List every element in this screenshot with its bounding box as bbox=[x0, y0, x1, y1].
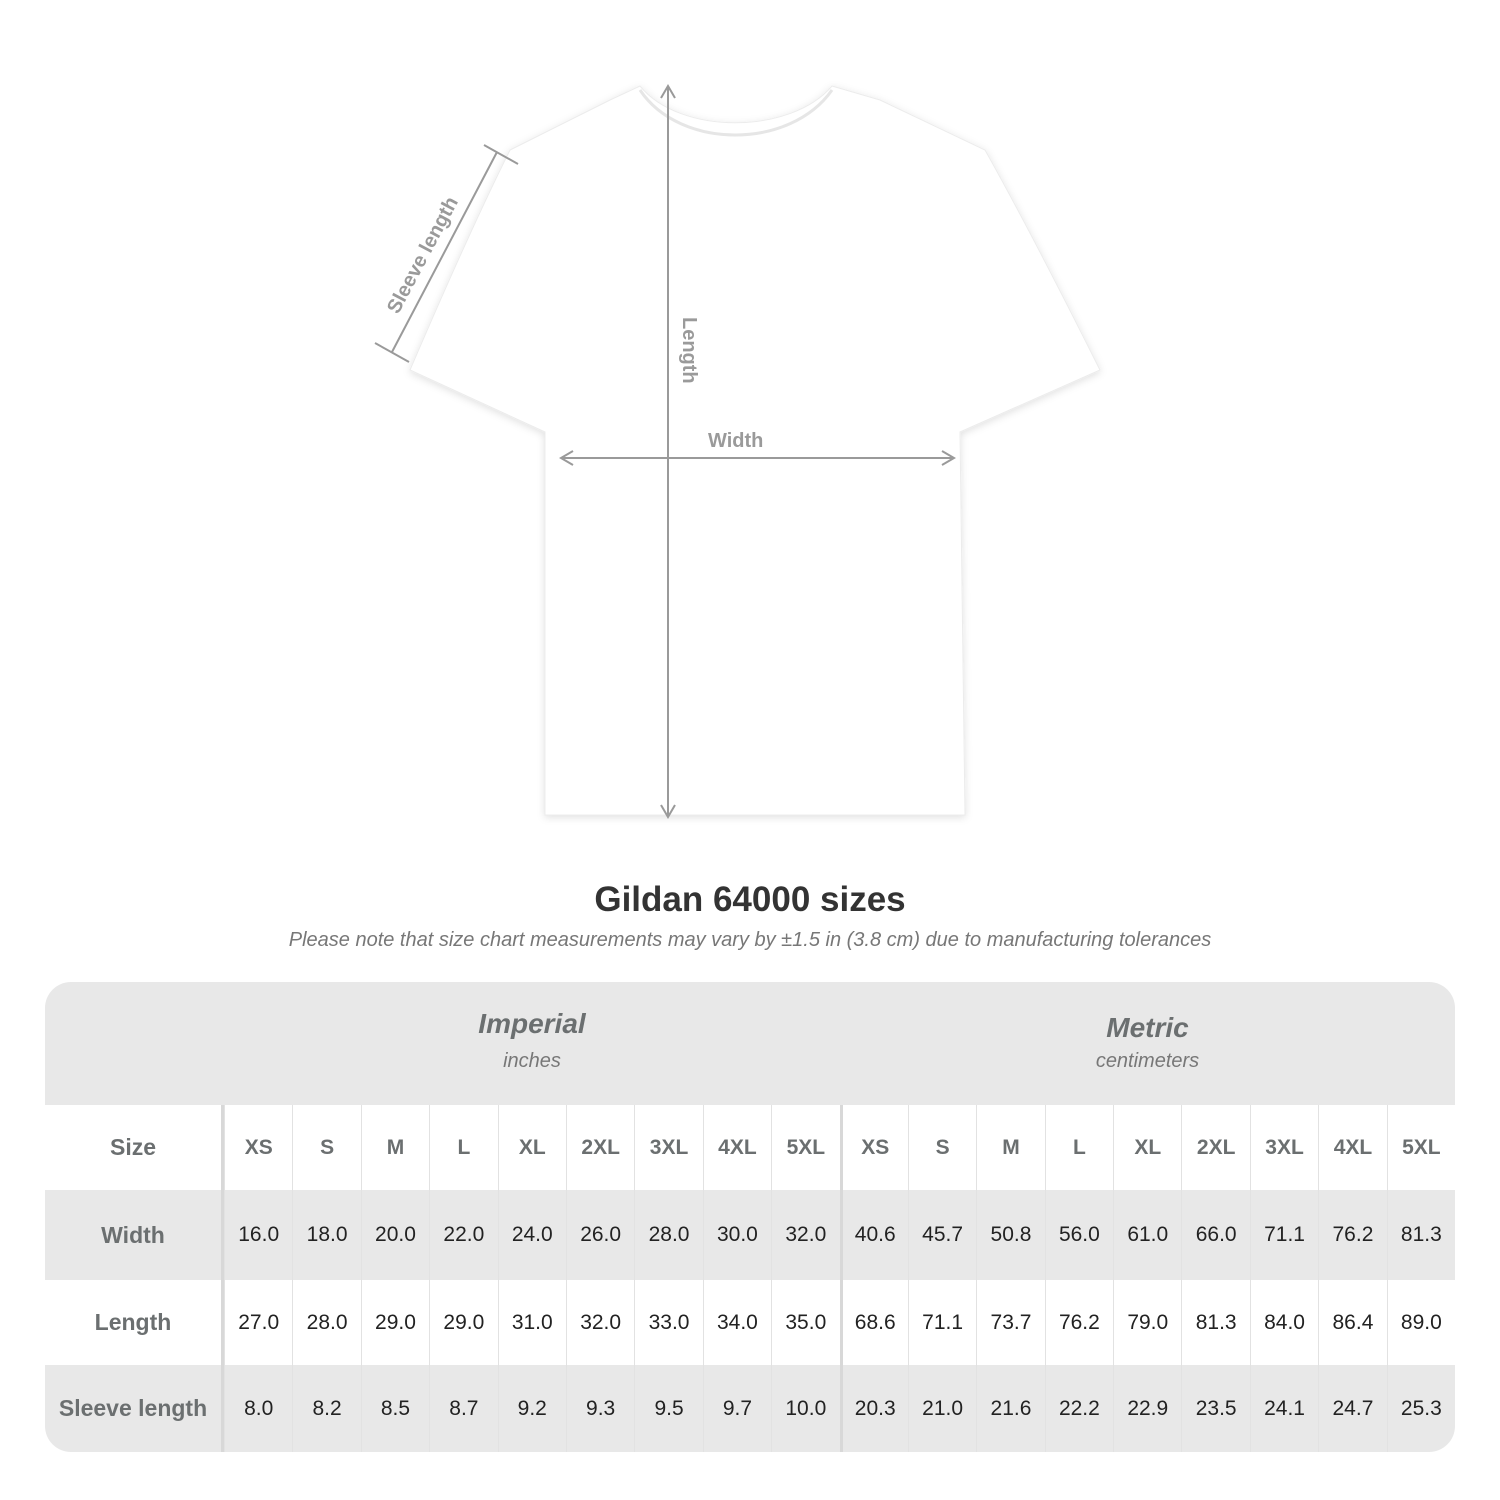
row-label: Width bbox=[45, 1190, 224, 1280]
table-cell: 20.3 bbox=[839, 1365, 908, 1452]
table-cell: 32.0 bbox=[771, 1190, 839, 1280]
table-cell: 9.7 bbox=[702, 1365, 771, 1452]
table-cell: 34.0 bbox=[702, 1280, 771, 1365]
metric-title: Metric bbox=[1106, 1012, 1189, 1043]
table-cell: 89.0 bbox=[1386, 1280, 1455, 1365]
table-cell: 8.7 bbox=[429, 1365, 497, 1452]
size-header-row: Size XS S M L XL 2XL 3XL 4XL 5XL XS S M L XL 2XL 3XL 4XL 5… bbox=[45, 1105, 1455, 1190]
row-label: Sleeve length bbox=[45, 1365, 224, 1452]
table-cell: 20.0 bbox=[360, 1190, 429, 1280]
table-cell: 27.0 bbox=[224, 1280, 292, 1365]
arrow-head-bottom bbox=[660, 804, 676, 819]
table-cell: 16.0 bbox=[224, 1190, 292, 1280]
arrow-head-top bbox=[660, 84, 676, 99]
table-cell: 29.0 bbox=[360, 1280, 429, 1365]
size-header-cell: XL bbox=[497, 1105, 566, 1190]
table-row: Length 27.0 28.0 29.0 29.0 31.0 32.0 33.0 34.0 35… bbox=[45, 1280, 1455, 1365]
size-header-cell: L bbox=[1044, 1105, 1113, 1190]
table-cell: 8.2 bbox=[292, 1365, 360, 1452]
table-cell: 86.4 bbox=[1318, 1280, 1386, 1365]
size-header-cell: L bbox=[429, 1105, 497, 1190]
table-cell: 68.6 bbox=[839, 1280, 908, 1365]
table-cell: 24.7 bbox=[1318, 1365, 1386, 1452]
table-cell: 71.1 bbox=[1249, 1190, 1318, 1280]
tolerance-note: Please note that size chart measurements… bbox=[288, 929, 1212, 951]
table-cell: 22.0 bbox=[429, 1190, 497, 1280]
size-header-cell: M bbox=[360, 1105, 429, 1190]
collar bbox=[638, 89, 834, 137]
table-cell: 56.0 bbox=[1044, 1190, 1113, 1280]
size-table: Imperial inches Metric centimeters Size X… bbox=[45, 982, 1455, 1452]
table-cell: 28.0 bbox=[292, 1280, 360, 1365]
size-header-cell: M bbox=[976, 1105, 1044, 1190]
size-header-cell: 2XL bbox=[1181, 1105, 1249, 1190]
size-header-cell: S bbox=[292, 1105, 360, 1190]
size-header-cell: XS bbox=[224, 1105, 292, 1190]
table-cell: 23.5 bbox=[1181, 1365, 1249, 1452]
table-cell: 21.0 bbox=[907, 1365, 976, 1452]
size-header-cell: 5XL bbox=[1386, 1105, 1455, 1190]
size-header-cell: 5XL bbox=[771, 1105, 839, 1190]
sleeve-line bbox=[391, 151, 498, 353]
table-cell: 35.0 bbox=[771, 1280, 839, 1365]
table-cell: 84.0 bbox=[1249, 1280, 1318, 1365]
table-cell: 10.0 bbox=[771, 1365, 839, 1452]
table-row: Width 16.0 18.0 20.0 22.0 24.0 26.0 28.0 30.0 32.… bbox=[45, 1190, 1455, 1280]
table-cell: 29.0 bbox=[429, 1280, 497, 1365]
imperial-title: Imperial bbox=[478, 1008, 586, 1039]
size-header-cell: 4XL bbox=[1318, 1105, 1386, 1190]
table-cell: 26.0 bbox=[565, 1190, 634, 1280]
size-header-cell: S bbox=[907, 1105, 976, 1190]
metric-unit: centimeters bbox=[1095, 1050, 1200, 1072]
table-cell: 24.1 bbox=[1249, 1365, 1318, 1452]
table-cell: 71.1 bbox=[907, 1280, 976, 1365]
table-cell: 32.0 bbox=[565, 1280, 634, 1365]
table-row: Sleeve length 8.0 8.2 8.5 8.7 9.2 9.3 9.5 9.7 10.… bbox=[45, 1365, 1455, 1452]
imperial-unit: inches bbox=[503, 1050, 561, 1072]
table-cell: 8.0 bbox=[224, 1365, 292, 1452]
size-header-cell: 2XL bbox=[565, 1105, 634, 1190]
table-cell: 73.7 bbox=[976, 1280, 1044, 1365]
size-header-cell: 3XL bbox=[1249, 1105, 1318, 1190]
table-cell: 81.3 bbox=[1181, 1280, 1249, 1365]
row-label: Length bbox=[45, 1280, 224, 1365]
table-cell: 8.5 bbox=[360, 1365, 429, 1452]
chart-title: Gildan 64000 sizes bbox=[594, 880, 906, 919]
size-header-cell: XS bbox=[839, 1105, 908, 1190]
table-cell: 22.9 bbox=[1113, 1365, 1181, 1452]
table-cell: 9.3 bbox=[565, 1365, 634, 1452]
table-cell: 21.6 bbox=[976, 1365, 1044, 1452]
table-cell: 76.2 bbox=[1318, 1190, 1386, 1280]
table-cell: 9.2 bbox=[497, 1365, 566, 1452]
table-cell: 81.3 bbox=[1386, 1190, 1455, 1280]
row-label: Size bbox=[45, 1105, 224, 1190]
size-header-cell: 4XL bbox=[702, 1105, 771, 1190]
table-cell: 50.8 bbox=[976, 1190, 1044, 1280]
table-cell: 9.5 bbox=[634, 1365, 702, 1452]
table-cell: 24.0 bbox=[497, 1190, 566, 1280]
width-label: Width bbox=[708, 430, 763, 452]
table-cell: 33.0 bbox=[634, 1280, 702, 1365]
table-cell: 22.2 bbox=[1044, 1365, 1113, 1452]
table-cell: 76.2 bbox=[1044, 1280, 1113, 1365]
table-cell: 30.0 bbox=[702, 1190, 771, 1280]
size-header-cell: XL bbox=[1113, 1105, 1181, 1190]
table-cell: 25.3 bbox=[1386, 1365, 1455, 1452]
table-cell: 18.0 bbox=[292, 1190, 360, 1280]
metric-header: Metric centimeters bbox=[840, 982, 1455, 1135]
size-header-cell: 3XL bbox=[634, 1105, 702, 1190]
table-cell: 66.0 bbox=[1181, 1190, 1249, 1280]
table-cell: 40.6 bbox=[839, 1190, 908, 1280]
table-cell: 28.0 bbox=[634, 1190, 702, 1280]
tshirt-shape bbox=[409, 85, 1101, 816]
table-cell: 45.7 bbox=[907, 1190, 976, 1280]
imperial-header: Imperial inches bbox=[224, 982, 840, 1131]
table-cell: 31.0 bbox=[497, 1280, 566, 1365]
table-cell: 61.0 bbox=[1113, 1190, 1181, 1280]
table-cell: 79.0 bbox=[1113, 1280, 1181, 1365]
length-label: Length bbox=[678, 317, 700, 384]
tshirt-diagram: Sleeve length Length Width bbox=[374, 84, 1101, 819]
